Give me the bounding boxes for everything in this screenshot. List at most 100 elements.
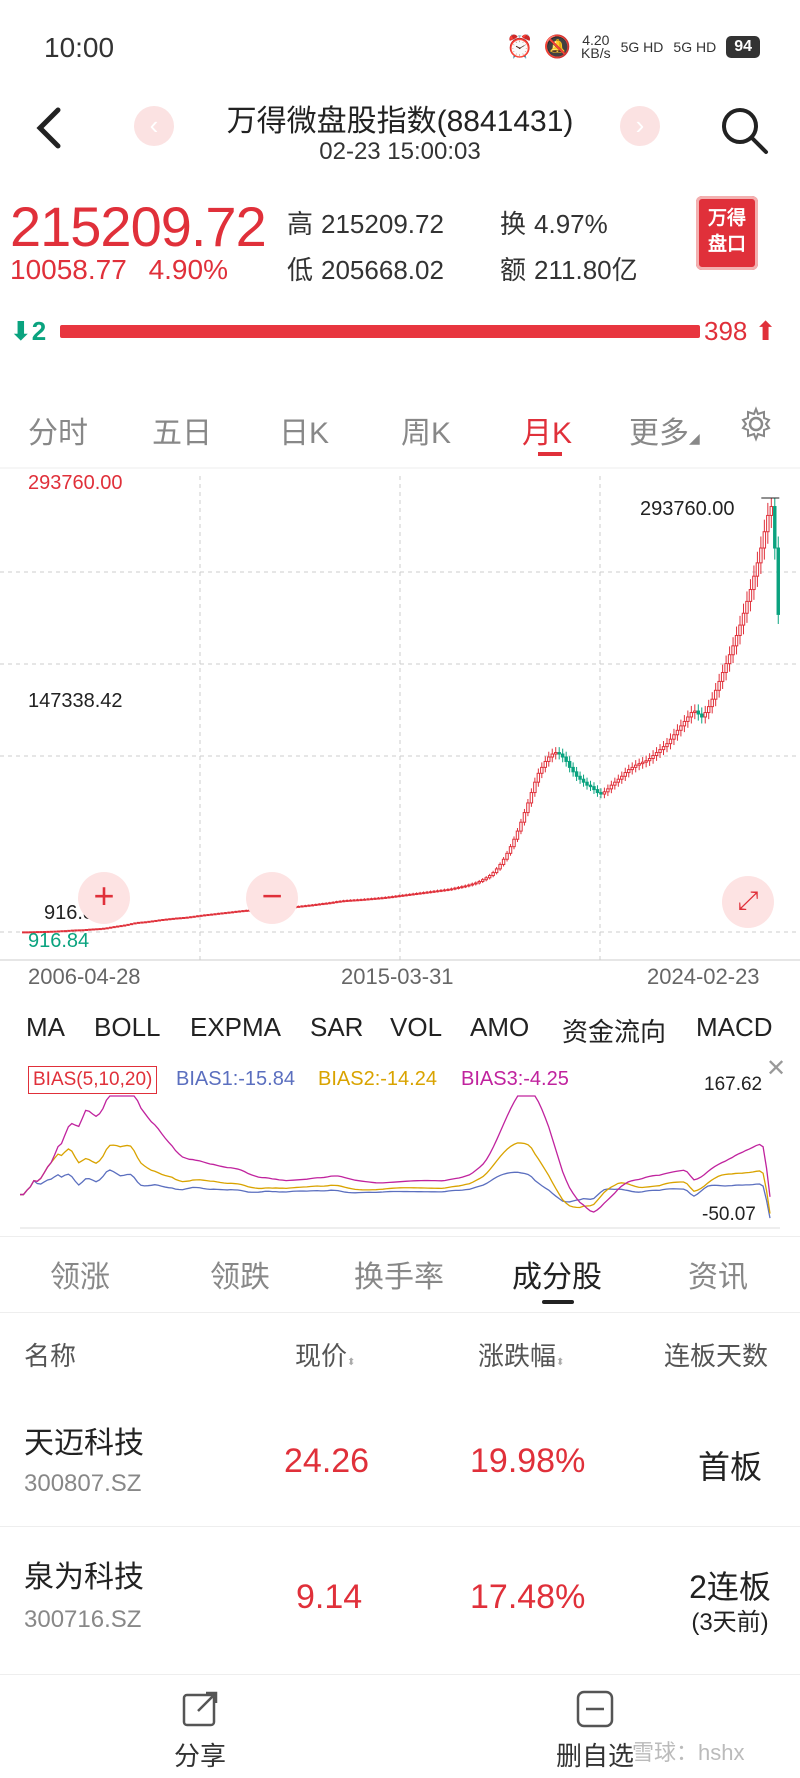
bias-selector[interactable]: BIAS(5,10,20) bbox=[28, 1066, 158, 1094]
tab-five-day[interactable]: 五日 bbox=[152, 417, 212, 450]
column-header-price[interactable]: 现价⬍ bbox=[295, 1341, 356, 1371]
change-value: 10058.77 bbox=[10, 254, 127, 285]
candle-body bbox=[491, 872, 495, 877]
candle-body bbox=[613, 781, 617, 786]
candle-body bbox=[98, 928, 102, 931]
back-button[interactable] bbox=[30, 100, 80, 160]
candle-body bbox=[115, 925, 120, 928]
tab-news[interactable]: 资讯 bbox=[688, 1261, 748, 1294]
stock-name: 泉为科技 bbox=[24, 1561, 144, 1594]
low-field: 低 205668.02 bbox=[287, 255, 444, 285]
search-button[interactable] bbox=[716, 102, 772, 158]
candle-body bbox=[122, 924, 127, 927]
candle-body bbox=[554, 752, 558, 755]
indicator-boll[interactable]: BOLL bbox=[94, 1012, 161, 1042]
indicator-vol[interactable]: VOL bbox=[390, 1012, 443, 1042]
y-axis-mid-label: 147338.42 bbox=[28, 690, 123, 712]
tab-top-losers[interactable]: 领跌 bbox=[210, 1261, 270, 1294]
chart-settings-button[interactable] bbox=[738, 406, 774, 447]
bias1-value: BIAS1:-15.84 bbox=[176, 1068, 295, 1090]
zoom-in-button[interactable]: + bbox=[78, 872, 130, 924]
tab-turnover-rate[interactable]: 换手率 bbox=[354, 1261, 444, 1294]
close-indicator-icon[interactable]: ✕ bbox=[766, 1055, 787, 1082]
fullscreen-button[interactable]: ⤢ bbox=[722, 876, 774, 928]
candle-body bbox=[181, 917, 186, 920]
wind-pankou-button[interactable]: 万得 盘口 bbox=[696, 196, 758, 270]
prev-stock-button[interactable]: ‹ bbox=[134, 106, 174, 146]
next-stock-button[interactable]: › bbox=[620, 106, 660, 146]
share-button[interactable]: 分享 bbox=[170, 1687, 230, 1773]
tab-weekly-k[interactable]: 周K bbox=[401, 417, 452, 450]
stock-change-pct: 19.98% bbox=[470, 1442, 586, 1480]
candle-body bbox=[585, 781, 589, 786]
candle-body bbox=[234, 910, 238, 913]
remove-watchlist-button[interactable]: 删自选 bbox=[550, 1687, 640, 1773]
bias3-value: BIAS3:-4.25 bbox=[461, 1068, 569, 1090]
candle-body bbox=[28, 931, 33, 934]
candle-body bbox=[623, 772, 627, 777]
candle-body bbox=[672, 734, 676, 740]
candle-body bbox=[348, 899, 353, 902]
chevron-left-icon: ‹ bbox=[149, 110, 159, 140]
tab-daily-k[interactable]: 日K bbox=[279, 417, 330, 450]
candle-body bbox=[682, 720, 687, 727]
candle-body bbox=[675, 729, 680, 736]
indicator-sar[interactable]: SAR bbox=[310, 1012, 364, 1042]
candle-body bbox=[581, 778, 586, 783]
candle-body bbox=[213, 913, 217, 916]
max-annotation: 293760.00 bbox=[640, 498, 735, 520]
candle-body bbox=[171, 917, 175, 920]
y-axis-bottom-label: 916.84 bbox=[28, 930, 90, 952]
indicator-ma[interactable]: MA bbox=[26, 1012, 65, 1042]
change-percent: 4.90% bbox=[148, 254, 228, 285]
candle-body bbox=[373, 897, 377, 900]
column-header-name[interactable]: 名称 bbox=[24, 1341, 77, 1371]
tab-more[interactable]: 更多◢ bbox=[629, 417, 700, 450]
candle-body bbox=[640, 761, 645, 765]
bias-top-label: 167.62 bbox=[704, 1074, 763, 1095]
advance-decline-bar bbox=[60, 325, 700, 338]
candle-body bbox=[477, 880, 481, 884]
amount-value: 211.80亿 bbox=[534, 255, 638, 285]
indicator-macd[interactable]: MACD bbox=[696, 1012, 773, 1042]
column-header-limit-days[interactable]: 连板天数 bbox=[664, 1341, 769, 1371]
candle-body bbox=[533, 781, 537, 794]
candle-body bbox=[369, 898, 374, 901]
candle-body bbox=[703, 712, 707, 718]
candle-body bbox=[63, 930, 68, 933]
candle-body bbox=[216, 912, 221, 915]
candle-body bbox=[679, 725, 683, 731]
turnover-field: 换 4.97% bbox=[500, 209, 608, 239]
signal-2: 5G HD bbox=[673, 39, 717, 55]
candle-body bbox=[338, 900, 342, 903]
monthly-k-chart[interactable] bbox=[0, 466, 800, 964]
indicator-expma[interactable]: EXPMA bbox=[190, 1012, 282, 1042]
tab-constituents[interactable]: 成分股 bbox=[512, 1261, 602, 1294]
candle-body bbox=[620, 775, 624, 780]
candle-body bbox=[46, 930, 50, 933]
candle-body bbox=[453, 887, 457, 890]
candle-body bbox=[91, 928, 95, 931]
candle-body bbox=[230, 911, 235, 914]
bias-bottom-label: -50.07 bbox=[702, 1204, 756, 1225]
candle-body bbox=[755, 562, 760, 577]
indicator-fund-flow[interactable]: 资金流向 bbox=[562, 1017, 667, 1047]
candle-body bbox=[411, 893, 415, 896]
candle-body bbox=[25, 931, 29, 934]
column-header-change-pct[interactable]: 涨跌幅⬍ bbox=[478, 1341, 565, 1371]
candle-body bbox=[345, 899, 349, 902]
indicator-amo[interactable]: AMO bbox=[470, 1012, 530, 1042]
tab-top-gainers[interactable]: 领涨 bbox=[50, 1261, 110, 1294]
limit-days: 首板 bbox=[697, 1449, 762, 1485]
active-list-tab-indicator bbox=[542, 1300, 574, 1304]
candle-body bbox=[442, 889, 447, 892]
candle-body bbox=[748, 589, 753, 602]
candle-body bbox=[84, 929, 89, 932]
candle-body bbox=[105, 927, 109, 930]
tab-intraday[interactable]: 分时 bbox=[28, 417, 88, 450]
candle-body bbox=[421, 892, 426, 895]
tab-monthly-k[interactable]: 月K bbox=[522, 417, 573, 450]
candle-body bbox=[425, 891, 429, 894]
candle-body bbox=[56, 930, 61, 933]
zoom-out-button[interactable]: − bbox=[246, 872, 298, 924]
